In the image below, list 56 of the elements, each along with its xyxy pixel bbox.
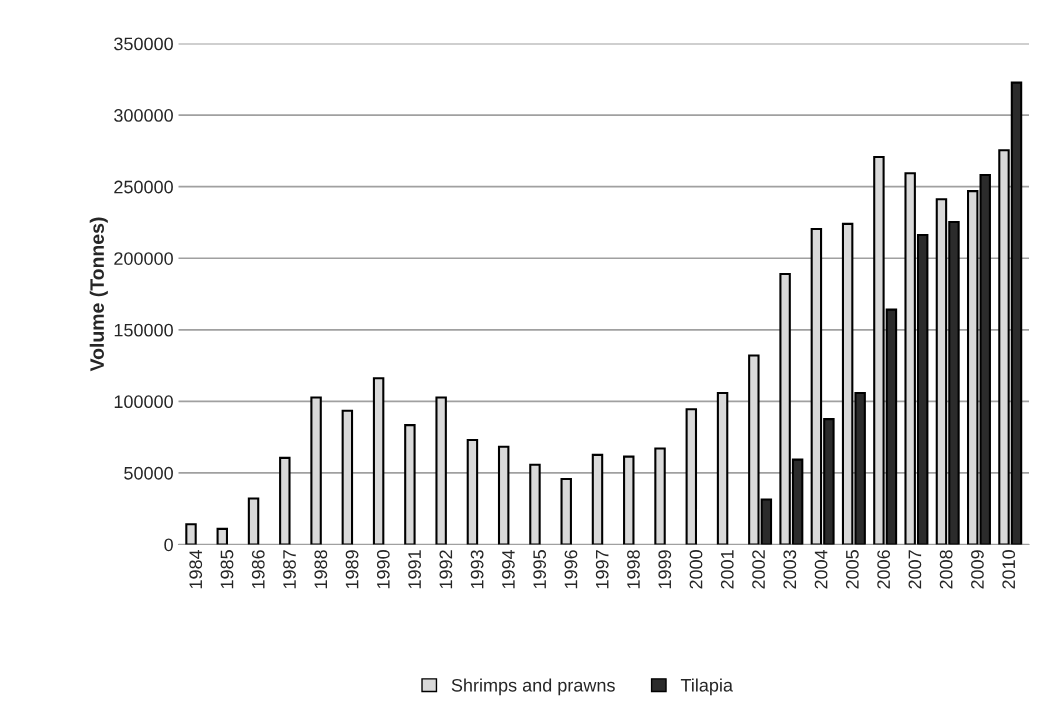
x-tick-label: 2001 — [720, 550, 734, 589]
y-tick-label: 200000 — [114, 252, 173, 265]
bar — [404, 424, 416, 545]
bar — [247, 497, 260, 545]
y-tick-label: 100000 — [114, 395, 173, 409]
x-tick-label: 2004 — [814, 549, 828, 589]
bar — [497, 445, 510, 545]
x-tick-label: 1991 — [408, 550, 421, 589]
legend-label: Tilapia — [680, 678, 733, 696]
x-tick-label: 1985 — [220, 550, 234, 589]
x-tick-label: 2007 — [908, 550, 922, 589]
x-tick-label: 1988 — [314, 550, 328, 589]
bar — [591, 453, 604, 545]
bar — [435, 396, 447, 545]
x-tick-label: 1990 — [376, 550, 390, 589]
x-tick-label: 1984 — [189, 549, 203, 589]
legend-label: Shrimps and prawns — [451, 678, 615, 696]
x-tick-label: 2006 — [877, 550, 891, 589]
bar — [560, 477, 572, 545]
y-tick-label: 300000 — [114, 109, 173, 122]
y-tick-label: 350000 — [114, 37, 173, 51]
x-tick-label: 1994 — [502, 549, 515, 589]
bar — [279, 456, 291, 545]
x-tick-label: 2002 — [752, 550, 765, 589]
bar — [216, 527, 229, 545]
x-tick-label: 1995 — [533, 550, 547, 589]
x-tick-label: 2009 — [971, 550, 984, 589]
y-tick-label: 50000 — [124, 466, 173, 480]
bar — [623, 455, 635, 545]
x-tick-label: 2010 — [1002, 550, 1016, 589]
bar — [372, 377, 385, 545]
bar — [466, 438, 479, 545]
bar — [529, 463, 541, 545]
bar — [685, 408, 698, 545]
bar — [341, 409, 354, 545]
x-tick-label: 1999 — [658, 550, 672, 589]
x-tick-label: 1996 — [564, 550, 578, 589]
y-tick-label: 0 — [164, 538, 173, 552]
y-tick-label: 250000 — [114, 180, 173, 194]
bar — [310, 396, 322, 545]
x-tick-label: 1986 — [251, 550, 265, 589]
x-tick-label: 2005 — [845, 550, 859, 589]
x-tick-label: 2008 — [939, 550, 953, 589]
x-tick-label: 1997 — [595, 550, 609, 589]
x-tick-label: 2000 — [689, 550, 703, 589]
x-tick-label: 1989 — [345, 550, 359, 589]
x-tick-label: 1998 — [627, 550, 640, 589]
x-tick-label: 1987 — [283, 550, 296, 589]
bar — [185, 523, 197, 545]
y-tick-label: 150000 — [114, 323, 173, 337]
x-tick-label: 2003 — [783, 550, 797, 589]
x-tick-label: 1992 — [439, 550, 453, 589]
x-tick-label: 1993 — [470, 550, 484, 589]
bar — [654, 447, 666, 545]
y-axis-title: Volume (Tonnes) — [89, 217, 108, 372]
bar — [716, 392, 729, 545]
